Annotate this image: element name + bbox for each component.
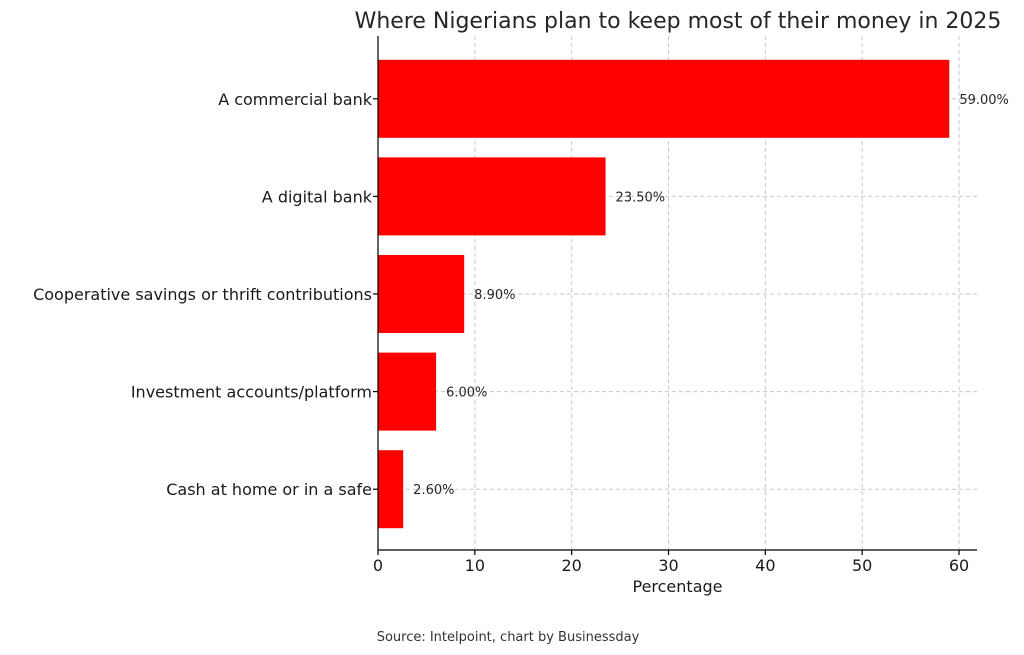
category-label: Cooperative savings or thrift contributi… — [33, 285, 372, 304]
x-tick-label: 10 — [465, 556, 485, 575]
category-label: Investment accounts/platform — [131, 383, 372, 402]
bar — [378, 255, 465, 333]
bar — [378, 352, 437, 431]
bar — [378, 157, 606, 236]
data-label: 59.00% — [959, 93, 1009, 108]
x-tick-label: 20 — [561, 556, 581, 575]
x-tick-label: 40 — [755, 556, 775, 575]
chart-title: Where Nigerians plan to keep most of the… — [355, 9, 1002, 34]
category-label: A digital bank — [262, 187, 373, 206]
labels: A commercial bank 59.00% A digital bank 23.… — [33, 90, 1009, 499]
source-note: Source: Intelpoint, chart by Businessday — [377, 630, 640, 645]
bars — [378, 59, 950, 529]
bar — [378, 59, 950, 138]
x-tick-label: 0 — [373, 556, 383, 575]
bar — [378, 450, 404, 529]
x-tick-label: 30 — [658, 556, 678, 575]
x-tick-label: 60 — [949, 556, 969, 575]
category-label: Cash at home or in a safe — [166, 480, 372, 499]
x-axis-label: Percentage — [632, 577, 722, 596]
x-tick-label: 50 — [852, 556, 872, 575]
data-label: 23.50% — [616, 190, 666, 205]
category-label: A commercial bank — [218, 90, 373, 109]
data-label: 8.90% — [474, 288, 515, 303]
axes — [377, 36, 977, 551]
data-label: 2.60% — [413, 483, 454, 498]
x-ticks: 0 10 20 30 40 50 60 — [373, 98, 969, 575]
data-label: 6.00% — [446, 386, 487, 401]
